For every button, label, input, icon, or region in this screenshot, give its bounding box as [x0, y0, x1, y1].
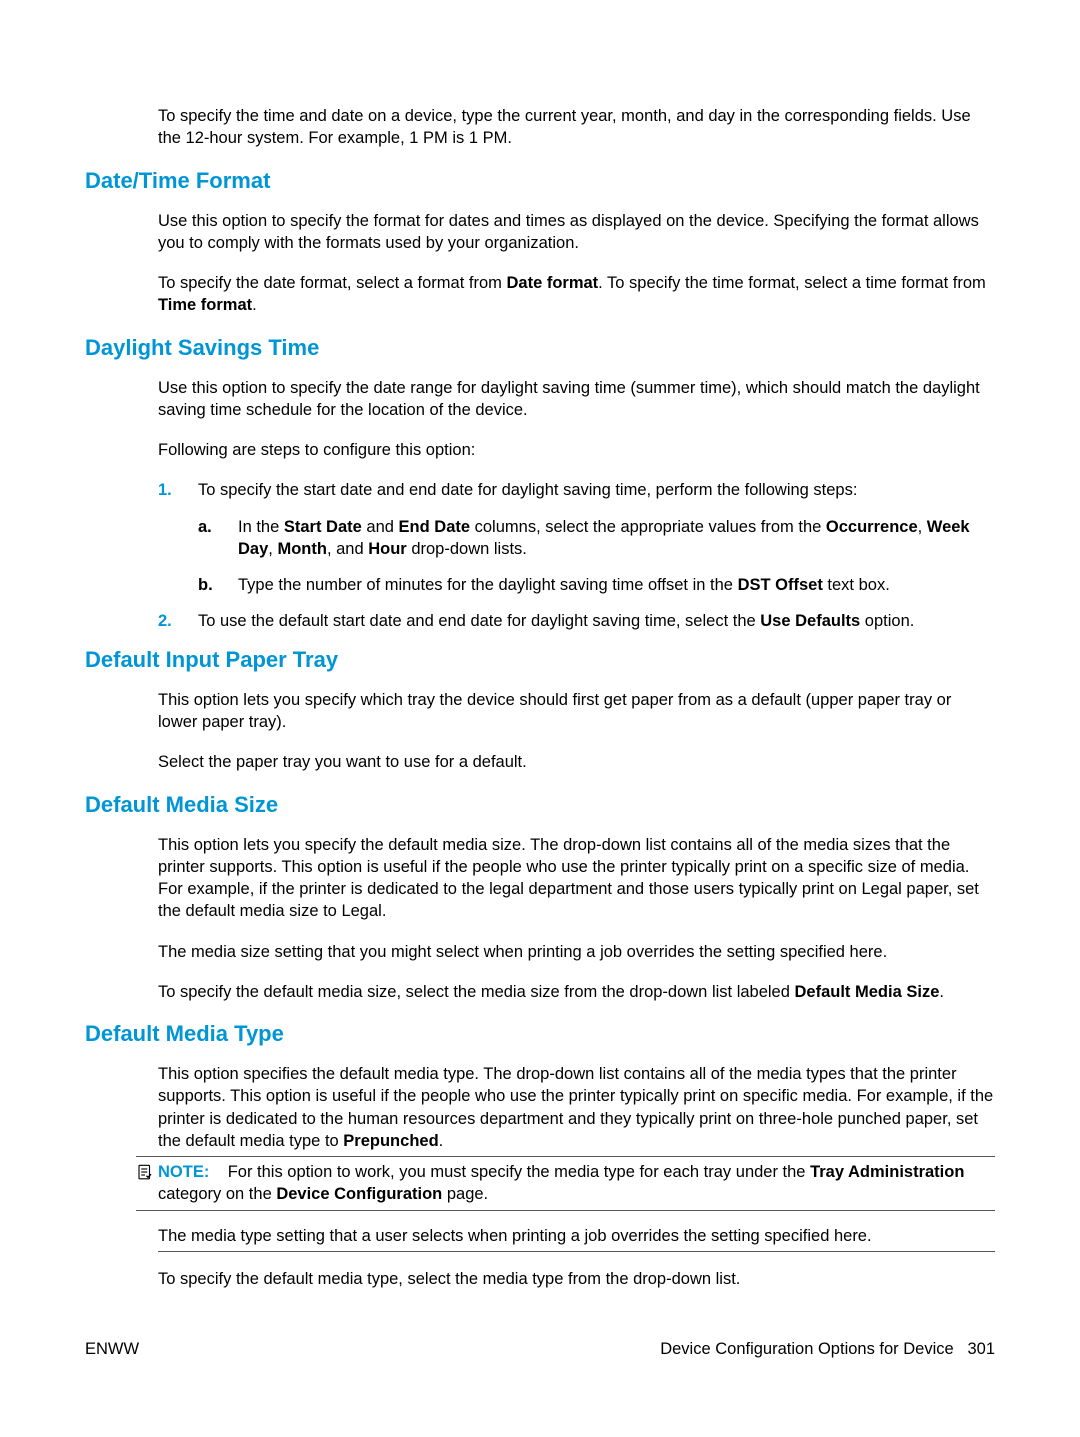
dtf-p2-e: .	[252, 296, 257, 314]
note-icon	[136, 1161, 158, 1206]
note-content: NOTE: For this option to work, you must …	[158, 1161, 995, 1206]
dmt-p3: To specify the default media type, selec…	[158, 1268, 995, 1290]
b: Start Date	[284, 518, 362, 536]
dst-step-1b-letter: b.	[198, 574, 238, 596]
dst-step-2-text: To use the default start date and end da…	[198, 610, 914, 632]
t: In the	[238, 518, 284, 536]
t: drop-down lists.	[407, 540, 527, 558]
t: This option specifies the default media …	[158, 1065, 993, 1150]
dtf-p2-b: Date format	[506, 274, 598, 292]
intro-datetime: To specify the time and date on a device…	[158, 105, 995, 150]
b: Tray Administration	[810, 1163, 964, 1181]
dst-step-1b: b. Type the number of minutes for the da…	[198, 574, 995, 596]
t: ,	[918, 518, 927, 536]
dst-step-1a-letter: a.	[198, 516, 238, 561]
dst-step-2: 2. To use the default start date and end…	[158, 610, 995, 632]
t: text box.	[823, 576, 890, 594]
footer-right: Device Configuration Options for Device …	[660, 1340, 995, 1359]
b: Use Defaults	[760, 612, 860, 630]
footer-left: ENWW	[85, 1340, 139, 1359]
dst-step-1a-text: In the Start Date and End Date columns, …	[238, 516, 995, 561]
t: .	[439, 1132, 444, 1150]
b: Occurrence	[826, 518, 918, 536]
t: To use the default start date and end da…	[198, 612, 760, 630]
dst-p2: Following are steps to configure this op…	[158, 439, 995, 461]
dst-step-1b-text: Type the number of minutes for the dayli…	[238, 574, 890, 596]
heading-default-input-tray: Default Input Paper Tray	[85, 647, 995, 673]
dtf-p2-d: Time format	[158, 296, 252, 314]
dst-step-1-num: 1.	[158, 479, 198, 501]
dmt-p1: This option specifies the default media …	[158, 1063, 995, 1152]
footer-right-label: Device Configuration Options for Device	[660, 1340, 953, 1358]
t: Type the number of minutes for the dayli…	[238, 576, 738, 594]
b: Prepunched	[343, 1132, 438, 1150]
note-label: NOTE:	[158, 1163, 209, 1181]
t: and	[362, 518, 399, 536]
b: Hour	[368, 540, 407, 558]
dst-step-1-text: To specify the start date and end date f…	[198, 479, 857, 501]
dms-p1: This option lets you specify the default…	[158, 834, 995, 923]
dtf-p2: To specify the date format, select a for…	[158, 272, 995, 317]
footer-page-number: 301	[967, 1340, 995, 1358]
dms-p3: To specify the default media size, selec…	[158, 981, 995, 1003]
b: Month	[277, 540, 326, 558]
t: category on the	[158, 1185, 276, 1203]
dtf-p1: Use this option to specify the format fo…	[158, 210, 995, 255]
dipt-p2: Select the paper tray you want to use fo…	[158, 751, 995, 773]
dst-step-2-num: 2.	[158, 610, 198, 632]
t: .	[939, 983, 944, 1001]
t: , and	[327, 540, 368, 558]
dmt-after-note: The media type setting that a user selec…	[158, 1225, 995, 1252]
heading-date-time-format: Date/Time Format	[85, 168, 995, 194]
dst-step-1: 1. To specify the start date and end dat…	[158, 479, 995, 501]
heading-default-media-type: Default Media Type	[85, 1021, 995, 1047]
dtf-p2-c: . To specify the time format, select a t…	[598, 274, 986, 292]
dst-step-1a: a. In the Start Date and End Date column…	[198, 516, 995, 561]
t: For this option to work, you must specif…	[228, 1163, 810, 1181]
page-footer: ENWW Device Configuration Options for De…	[85, 1340, 995, 1359]
note-block: NOTE: For this option to work, you must …	[136, 1156, 995, 1211]
b: DST Offset	[738, 576, 823, 594]
b: End Date	[399, 518, 471, 536]
b: Device Configuration	[276, 1185, 442, 1203]
dipt-p1: This option lets you specify which tray …	[158, 689, 995, 734]
b: Default Media Size	[795, 983, 940, 1001]
note-text: For this option to work, you must specif…	[158, 1163, 964, 1203]
t: option.	[860, 612, 914, 630]
t: columns, select the appropriate values f…	[470, 518, 826, 536]
dst-p1: Use this option to specify the date rang…	[158, 377, 995, 422]
t: page.	[442, 1185, 488, 1203]
t: To specify the default media size, selec…	[158, 983, 795, 1001]
dtf-p2-a: To specify the date format, select a for…	[158, 274, 506, 292]
heading-default-media-size: Default Media Size	[85, 792, 995, 818]
dms-p2: The media size setting that you might se…	[158, 941, 995, 963]
heading-daylight-savings: Daylight Savings Time	[85, 335, 995, 361]
